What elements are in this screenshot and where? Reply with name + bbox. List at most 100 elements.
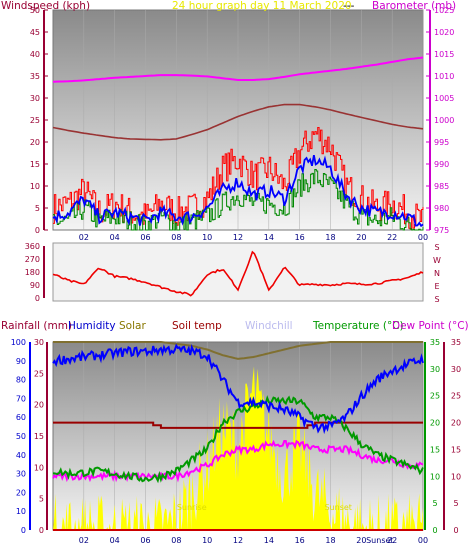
temperature-tick-label: 0: [432, 526, 437, 535]
dewpoint-tick-label: 5: [453, 499, 458, 508]
temperature-tick-label: 20: [430, 419, 440, 428]
wind-x-tick-label: 04: [110, 233, 120, 242]
humidity-tick-label: 0: [21, 526, 26, 535]
rainfall-tick-label: 20: [34, 401, 44, 410]
rainfall-tick-label: 5: [39, 495, 44, 504]
humidity-tick-label: 100: [11, 338, 26, 347]
conditions-x-tick-label: 04: [110, 536, 120, 545]
conditions-x-tick-label: 20: [356, 536, 366, 545]
temperature-tick-label: 10: [430, 472, 440, 481]
dewpoint-tick-label: 20: [451, 419, 461, 428]
barometer-tick-label: 975: [434, 226, 449, 235]
dewpoint-tick-label: 0: [453, 526, 458, 535]
direction-tick-label: 0: [35, 294, 40, 303]
wind-x-tick-label: 22: [387, 233, 397, 242]
direction-tick-label: 180: [25, 268, 40, 277]
dewpoint-tick-label: 15: [451, 445, 461, 454]
humidity-tick-label: 90: [16, 357, 26, 366]
rainfall-tick-label: 15: [34, 432, 44, 441]
barometer-tick-label: 1000: [434, 116, 454, 125]
windspeed-tick-label: 45: [30, 28, 40, 37]
compass-label: W: [433, 256, 441, 265]
conditions-x-tick-label: 02: [79, 536, 89, 545]
windspeed-tick-label: 10: [30, 182, 40, 191]
sunset-axis-label: Sunset: [366, 536, 393, 545]
temperature-tick-label: 5: [432, 499, 437, 508]
rainfall-tick-label: 10: [34, 463, 44, 472]
windspeed-tick-label: 30: [30, 94, 40, 103]
temperature-tick-label: 30: [430, 365, 440, 374]
temperature-line: [53, 395, 424, 484]
direction-tick-label: 90: [30, 281, 40, 290]
wind-x-tick-label: 00: [418, 233, 428, 242]
humidity-tick-label: 10: [16, 507, 26, 516]
wind-x-tick-label: 20: [356, 233, 366, 242]
barometer-tick-label: 980: [434, 204, 449, 213]
conditions-x-tick-label: 06: [140, 536, 150, 545]
windspeed-tick-label: 35: [30, 72, 40, 81]
dewpoint-tick-label: 35: [451, 338, 461, 347]
wind-x-tick-label: 10: [202, 233, 212, 242]
windspeed-tick-label: 50: [30, 6, 40, 15]
conditions-x-tick-label: 18: [325, 536, 335, 545]
humidity-tick-label: 80: [16, 376, 26, 385]
soil-temp-line: [53, 421, 423, 429]
conditions-x-tick-label: 08: [171, 536, 181, 545]
conditions-x-tick-label: 16: [295, 536, 305, 545]
direction-tick-label: 360: [25, 242, 40, 251]
compass-label: N: [434, 269, 440, 278]
dewpoint-tick-label: 30: [451, 365, 461, 374]
barometer-tick-label: 990: [434, 160, 449, 169]
barometer-line: [52, 56, 424, 83]
windspeed-label: Windspeed (kph): [1, 0, 91, 12]
barometer-tick-label: 1020: [434, 28, 454, 37]
conditions-x-tick-label: 12: [233, 536, 243, 545]
humidity-tick-label: 50: [16, 432, 26, 441]
windspeed-tick-label: 15: [30, 160, 40, 169]
barometer-label: Barometer (mb): [372, 0, 457, 12]
wind-x-tick-label: 12: [233, 233, 243, 242]
barometer-tick-label: 995: [434, 138, 449, 147]
humidity-tick-label: 60: [16, 413, 26, 422]
wind-x-tick-label: 16: [295, 233, 305, 242]
humidity-line: [52, 343, 424, 435]
windchill-label: Windchill: [245, 320, 293, 332]
temperature-label: Temperature (°C): [313, 320, 404, 332]
graph-title: 24 hour graph day 11 March 2020: [172, 0, 352, 12]
solar-label: Solar: [119, 320, 146, 332]
humidity-tick-label: 40: [16, 451, 26, 460]
windspeed-tick-label: 5: [35, 204, 40, 213]
humidity-tick-label: 20: [16, 488, 26, 497]
wind-x-tick-label: 06: [140, 233, 150, 242]
conditions-x-tick-label: 14: [264, 536, 274, 545]
rainfall-label: Rainfall (mm): [1, 320, 73, 332]
compass-label: S: [434, 295, 439, 304]
wind-x-tick-label: 08: [171, 233, 181, 242]
barometer-tick-label: 1025: [434, 6, 454, 15]
humidity-tick-label: 70: [16, 394, 26, 403]
rainfall-tick-label: 0: [39, 526, 44, 535]
solar-area: [53, 366, 423, 530]
barometer-tick-label: 1005: [434, 94, 454, 103]
humidity-tick-label: 30: [16, 470, 26, 479]
compass-label: S: [434, 243, 439, 252]
humidity-label: Humidity: [68, 320, 116, 332]
direction-tick-label: 270: [25, 255, 40, 264]
soiltemp-label: Soil temp: [172, 320, 222, 332]
solar-max-line: [53, 341, 423, 360]
barometer-tick-label: 1015: [434, 50, 454, 59]
windspeed-tick-label: 20: [30, 138, 40, 147]
wind-x-tick-label: 18: [325, 233, 335, 242]
direction-panel: [52, 242, 424, 302]
wind-x-tick-label: 02: [79, 233, 89, 242]
direction-line: [52, 250, 424, 297]
conditions-x-tick-label: 00: [418, 536, 428, 545]
windspeed-tick-label: 0: [35, 226, 40, 235]
sunrise-annotation: Sunrise: [177, 503, 207, 512]
compass-label: E: [434, 282, 439, 291]
average-wind-line: [52, 155, 424, 228]
dewpoint-tick-label: 10: [451, 472, 461, 481]
dewpoint-tick-label: 25: [451, 392, 461, 401]
rainfall-tick-label: 25: [34, 369, 44, 378]
